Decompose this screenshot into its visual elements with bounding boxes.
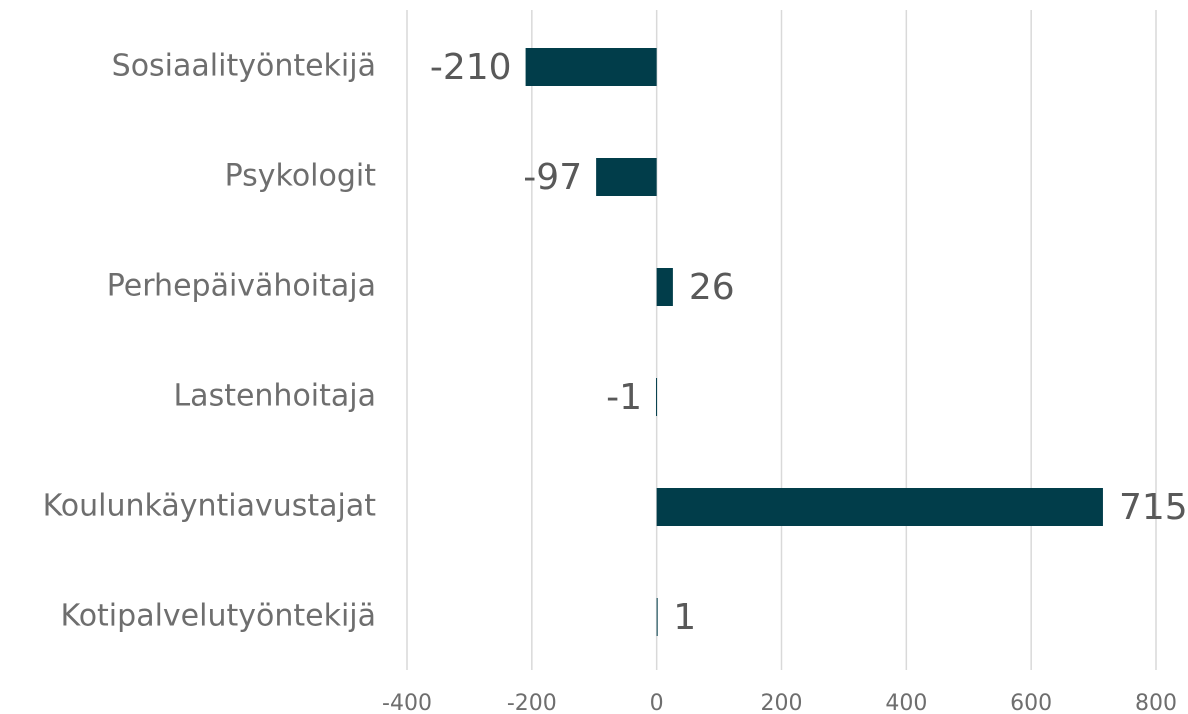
data-label: -97 [523, 157, 582, 198]
data-label: 1 [673, 597, 696, 638]
y-tick-label: Sosiaalityöntekijä [112, 49, 376, 84]
data-label: -210 [430, 47, 512, 88]
y-tick-label: Psykologit [225, 159, 377, 194]
bar [656, 598, 658, 636]
y-tick-label: Koulunkäyntiavustajat [43, 489, 377, 524]
x-tick-label: 0 [650, 691, 664, 714]
x-tick-label: 200 [761, 691, 803, 714]
bar [525, 48, 657, 86]
y-tick-label: Perhepäivähoitaja [107, 269, 376, 304]
bar [656, 268, 673, 306]
x-tick-label: -400 [382, 691, 432, 714]
bar [656, 488, 1103, 526]
data-label: 715 [1119, 487, 1188, 528]
x-tick-label: 600 [1010, 691, 1052, 714]
data-label: -1 [606, 377, 642, 418]
bar [596, 158, 657, 196]
y-tick-label: Lastenhoitaja [173, 379, 376, 414]
y-tick-label: Kotipalvelutyöntekijä [61, 599, 376, 634]
x-tick-label: 400 [885, 691, 927, 714]
data-label: 26 [689, 267, 735, 308]
x-tick-label: 800 [1135, 691, 1177, 714]
bar [656, 378, 658, 416]
x-tick-label: -200 [507, 691, 557, 714]
